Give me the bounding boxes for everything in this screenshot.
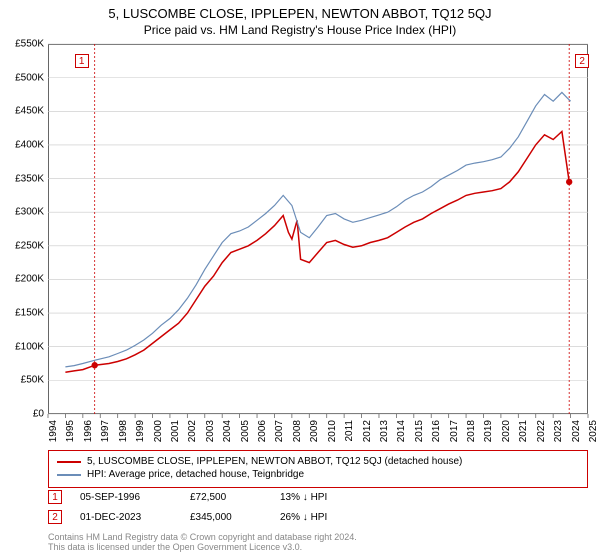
attribution: Contains HM Land Registry data © Crown c… [48,532,357,552]
legend-item: 5, LUSCOMBE CLOSE, IPPLEPEN, NEWTON ABBO… [57,456,579,467]
legend-swatch-icon [57,461,81,463]
event-price: £72,500 [190,492,280,503]
x-tick-label: 2025 [588,420,599,460]
y-tick-label: £500K [0,72,44,83]
event-marker-icon: 1 [48,490,62,504]
y-tick-label: £200K [0,274,44,285]
event-delta: 26% ↓ HPI [280,512,380,523]
y-tick-label: £350K [0,173,44,184]
y-tick-label: £300K [0,207,44,218]
y-tick-label: £100K [0,341,44,352]
event-row: 1 05-SEP-1996£72,50013% ↓ HPI [48,490,588,504]
attribution-line: This data is licensed under the Open Gov… [48,542,357,552]
attribution-line: Contains HM Land Registry data © Crown c… [48,532,357,542]
event-delta: 13% ↓ HPI [280,492,380,503]
legend-label: 5, LUSCOMBE CLOSE, IPPLEPEN, NEWTON ABBO… [87,456,462,467]
y-tick-label: £400K [0,139,44,150]
legend-item: HPI: Average price, detached house, Teig… [57,469,579,480]
event-marker-2: 2 [575,54,589,68]
legend-swatch-icon [57,474,81,476]
event-date: 01-DEC-2023 [80,512,190,523]
legend-label: HPI: Average price, detached house, Teig… [87,469,304,480]
y-tick-label: £50K [0,375,44,386]
legend: 5, LUSCOMBE CLOSE, IPPLEPEN, NEWTON ABBO… [48,450,588,488]
y-tick-label: £250K [0,240,44,251]
event-marker-icon: 2 [48,510,62,524]
y-tick-label: £550K [0,39,44,50]
series-hpi [65,92,570,367]
chart-container: 5, LUSCOMBE CLOSE, IPPLEPEN, NEWTON ABBO… [0,0,600,560]
y-tick-label: £0 [0,409,44,420]
series-price-paid [65,132,569,373]
event-marker-1: 1 [75,54,89,68]
event-date: 05-SEP-1996 [80,492,190,503]
events-table: 1 05-SEP-1996£72,50013% ↓ HPI 2 01-DEC-2023… [48,490,588,530]
y-tick-label: £450K [0,106,44,117]
event-price: £345,000 [190,512,280,523]
event-row: 2 01-DEC-2023£345,00026% ↓ HPI [48,510,588,524]
y-tick-label: £150K [0,308,44,319]
